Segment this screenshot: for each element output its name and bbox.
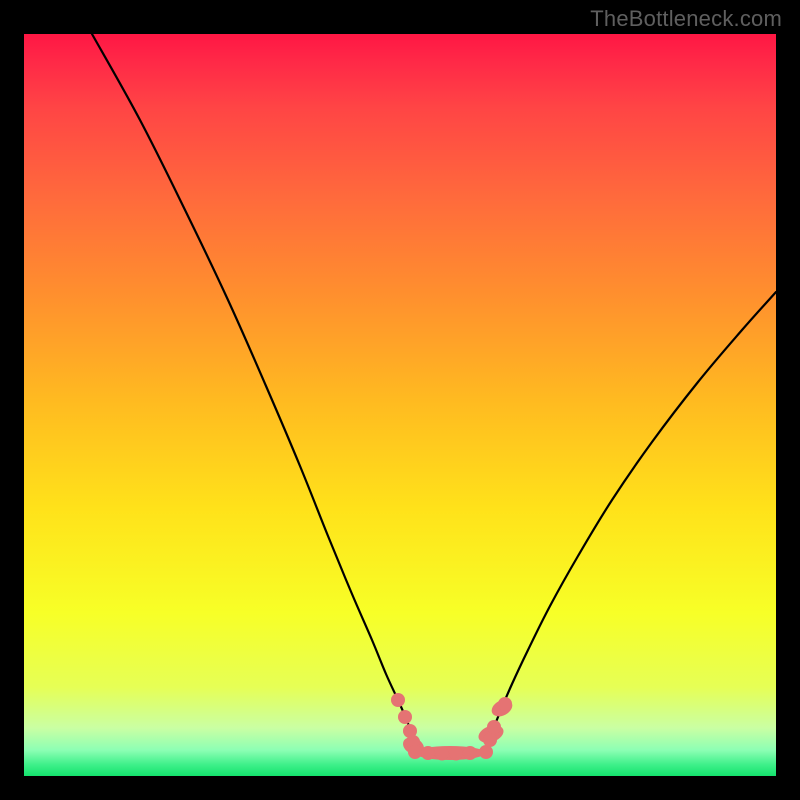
- trough-marker-dot: [483, 733, 497, 747]
- trough-marker-dot: [498, 697, 512, 711]
- trough-marker-dot: [408, 745, 422, 759]
- chart-root: { "canvas": { "width": 800, "height": 80…: [0, 0, 800, 800]
- bottleneck-curve-svg: [0, 0, 800, 800]
- trough-marker-dot: [421, 746, 435, 760]
- trough-marker-dot: [398, 710, 412, 724]
- trough-marker-dot: [449, 747, 463, 761]
- trough-marker-dot: [435, 747, 449, 761]
- trough-marker-dot: [391, 693, 405, 707]
- curve-segment: [486, 292, 776, 752]
- curve-segment: [92, 34, 415, 752]
- trough-marker-dot: [487, 720, 501, 734]
- trough-marker-dot: [479, 745, 493, 759]
- trough-marker-dot: [463, 746, 477, 760]
